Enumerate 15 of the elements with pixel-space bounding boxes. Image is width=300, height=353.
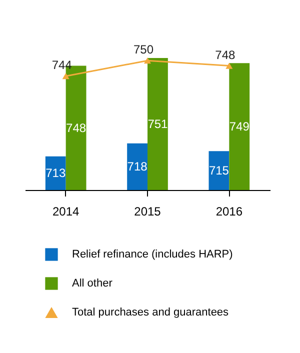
x-tick-label: 2014 — [52, 204, 80, 218]
legend-label: Relief refinance (includes HARP) — [72, 248, 233, 260]
data-label: 751 — [148, 117, 168, 131]
data-label: 749 — [229, 120, 250, 134]
data-label: 713 — [46, 166, 66, 180]
data-label: 748 — [215, 48, 236, 62]
data-label: 715 — [208, 164, 230, 178]
data-label: 750 — [133, 42, 154, 57]
data-label: 748 — [66, 120, 86, 135]
legend-label: Total purchases and guarantees — [72, 306, 230, 318]
data-label: 744 — [52, 58, 72, 72]
x-tick-label: 2016 — [216, 204, 243, 218]
x-tick-label: 2015 — [134, 204, 162, 218]
legend-label: All other — [72, 278, 113, 290]
data-label: 718 — [127, 160, 148, 174]
